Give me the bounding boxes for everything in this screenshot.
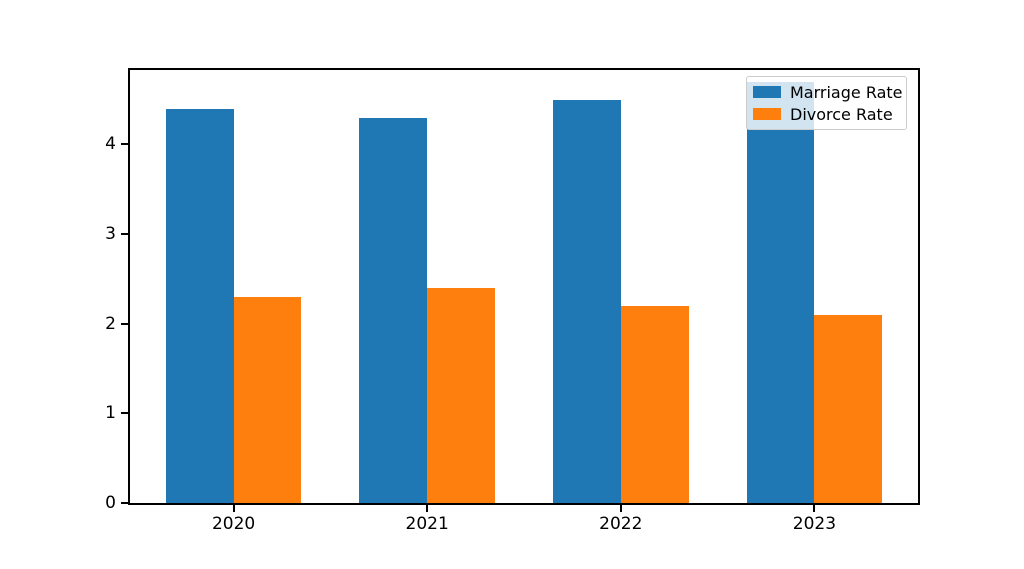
bar-divorce-rate-2023 — [814, 314, 883, 503]
y-tick-label: 2 — [105, 313, 116, 334]
x-tick-mark — [232, 505, 235, 512]
legend-swatch-marriage-rate — [753, 86, 781, 98]
y-tick-mark — [121, 502, 128, 504]
y-tick-label: 1 — [105, 403, 116, 424]
legend-entry: Marriage Rate — [753, 81, 903, 103]
x-tick-mark — [813, 505, 816, 512]
x-tick-label: 2023 — [792, 514, 837, 534]
bar-marriage-rate-2022 — [553, 99, 621, 503]
bar-marriage-rate-2021 — [359, 117, 428, 503]
bar-divorce-rate-2021 — [427, 287, 495, 503]
x-tick-mark — [426, 505, 429, 512]
bar-divorce-rate-2022 — [620, 305, 689, 503]
x-tick-mark — [619, 505, 622, 512]
bar-marriage-rate-2023 — [746, 81, 815, 503]
y-tick-label: 0 — [105, 493, 116, 513]
x-tick-label: 2020 — [211, 514, 256, 534]
y-tick-label: 3 — [105, 224, 116, 245]
legend-label: Divorce Rate — [790, 104, 893, 124]
bar-divorce-rate-2020 — [233, 296, 302, 503]
y-tick-mark — [121, 143, 128, 146]
legend: Marriage Rate Divorce Rate — [746, 76, 907, 130]
legend-swatch-divorce-rate — [753, 108, 781, 120]
y-tick-mark — [121, 233, 128, 236]
plot-area: Marriage Rate Divorce Rate — [128, 68, 920, 505]
y-tick-mark — [121, 322, 128, 325]
x-tick-label: 2021 — [405, 514, 449, 534]
legend-label: Marriage Rate — [790, 82, 903, 102]
y-tick-label: 4 — [105, 134, 116, 155]
x-tick-label: 2022 — [599, 514, 643, 534]
y-tick-mark — [121, 412, 128, 415]
bar-marriage-rate-2020 — [165, 108, 234, 503]
legend-entry: Divorce Rate — [753, 103, 900, 125]
